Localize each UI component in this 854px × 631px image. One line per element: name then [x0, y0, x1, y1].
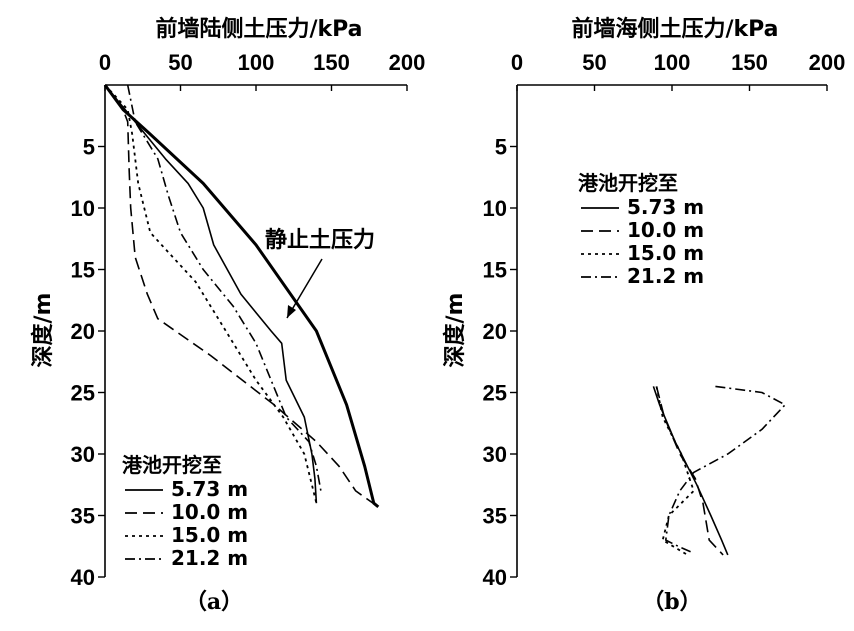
panel-b-y-tick-label: 5 — [495, 135, 507, 160]
panel-a-y-tick-label: 5 — [83, 135, 95, 160]
panel-b-x-tick-label: 0 — [511, 50, 523, 75]
panel-a-caption: （a） — [185, 589, 243, 615]
panel-a-series-10-0-m — [104, 84, 379, 508]
panel-a-x-tick-label: 150 — [313, 50, 350, 75]
panel-b-y-tick-label: 35 — [483, 504, 507, 529]
panel-a-y-tick-label: 25 — [71, 381, 95, 406]
panel-b-legend-label: 10.0 m — [627, 218, 704, 242]
panel-a-y-tick-label: 35 — [71, 504, 95, 529]
panel-a-legend-label: 21.2 m — [171, 546, 248, 570]
panel-b-y-tick-label: 25 — [483, 381, 507, 406]
panel-a-y-tick-label: 20 — [71, 319, 95, 344]
panel-b-series-21-2-m — [665, 385, 786, 554]
panel-a-y-tick-label: 15 — [71, 258, 95, 283]
panel-b-y-tick-label: 10 — [483, 196, 507, 221]
panel-a-y-tick-label: 40 — [71, 565, 95, 590]
panel-a-legend-label: 10.0 m — [171, 500, 248, 524]
panel-b: 前墙海侧土压力/kPa 深度/m （b） 港池开挖至 0 50 100 150 200 5… — [442, 16, 845, 615]
panel-b-x-title: 前墙海侧土压力/kPa — [571, 16, 778, 42]
panel-a-y-tick-label: 10 — [71, 196, 95, 221]
panel-b-legend-title: 港池开挖至 — [578, 171, 678, 195]
panel-a-series-5-73-m — [104, 84, 318, 504]
panel-b-x-tick-label: 100 — [654, 50, 691, 75]
panel-a-x-tick-label: 100 — [238, 50, 275, 75]
panel-b-legend-label: 5.73 m — [627, 195, 704, 219]
panel-b-x-tick-label: 200 — [809, 50, 846, 75]
panel-a-series-21-2-m — [126, 84, 322, 492]
panel-a-series-at-rest-pressure — [103, 84, 380, 509]
panel-a-series-15-0-m — [104, 84, 318, 504]
panel-b-y-tick-label: 40 — [483, 565, 507, 590]
panel-b-y-tick-label: 15 — [483, 258, 507, 283]
panel-a-x-tick-label: 200 — [389, 50, 426, 75]
panel-b-x-tick-label: 50 — [582, 50, 606, 75]
panel-a-x-tick-label: 0 — [99, 50, 111, 75]
panel-b-series-5-73-m — [652, 386, 729, 556]
panel-b-y-axis-label: 深度/m — [442, 293, 468, 368]
panel-a: 前墙陆侧土压力/kPa 深度/m （a） 静止土压力 港池开挖至 0 50 100 1… — [30, 16, 425, 615]
panel-b-y-tick-label: 20 — [483, 319, 507, 344]
panel-b-x-tick-label: 150 — [731, 50, 768, 75]
panel-a-x-tick-label: 50 — [168, 50, 192, 75]
panel-a-legend-label: 15.0 m — [171, 523, 248, 547]
panel-a-legend-title: 港池开挖至 — [122, 453, 222, 477]
annotation-arrowhead — [287, 305, 296, 318]
panel-a-legend-label: 5.73 m — [171, 477, 248, 501]
panel-b-legend-label: 15.0 m — [627, 241, 704, 265]
panel-b-legend-label: 21.2 m — [627, 264, 704, 288]
panel-a-y-axis-label: 深度/m — [30, 293, 56, 368]
panel-a-y-tick-label: 30 — [71, 442, 95, 467]
panel-b-series-10-0-m — [655, 386, 724, 556]
panel-a-x-title: 前墙陆侧土压力/kPa — [155, 16, 362, 42]
panel-b-caption: （b） — [642, 589, 701, 615]
panel-b-y-tick-label: 30 — [483, 442, 507, 467]
annotation-at-rest-pressure: 静止土压力 — [265, 227, 375, 253]
